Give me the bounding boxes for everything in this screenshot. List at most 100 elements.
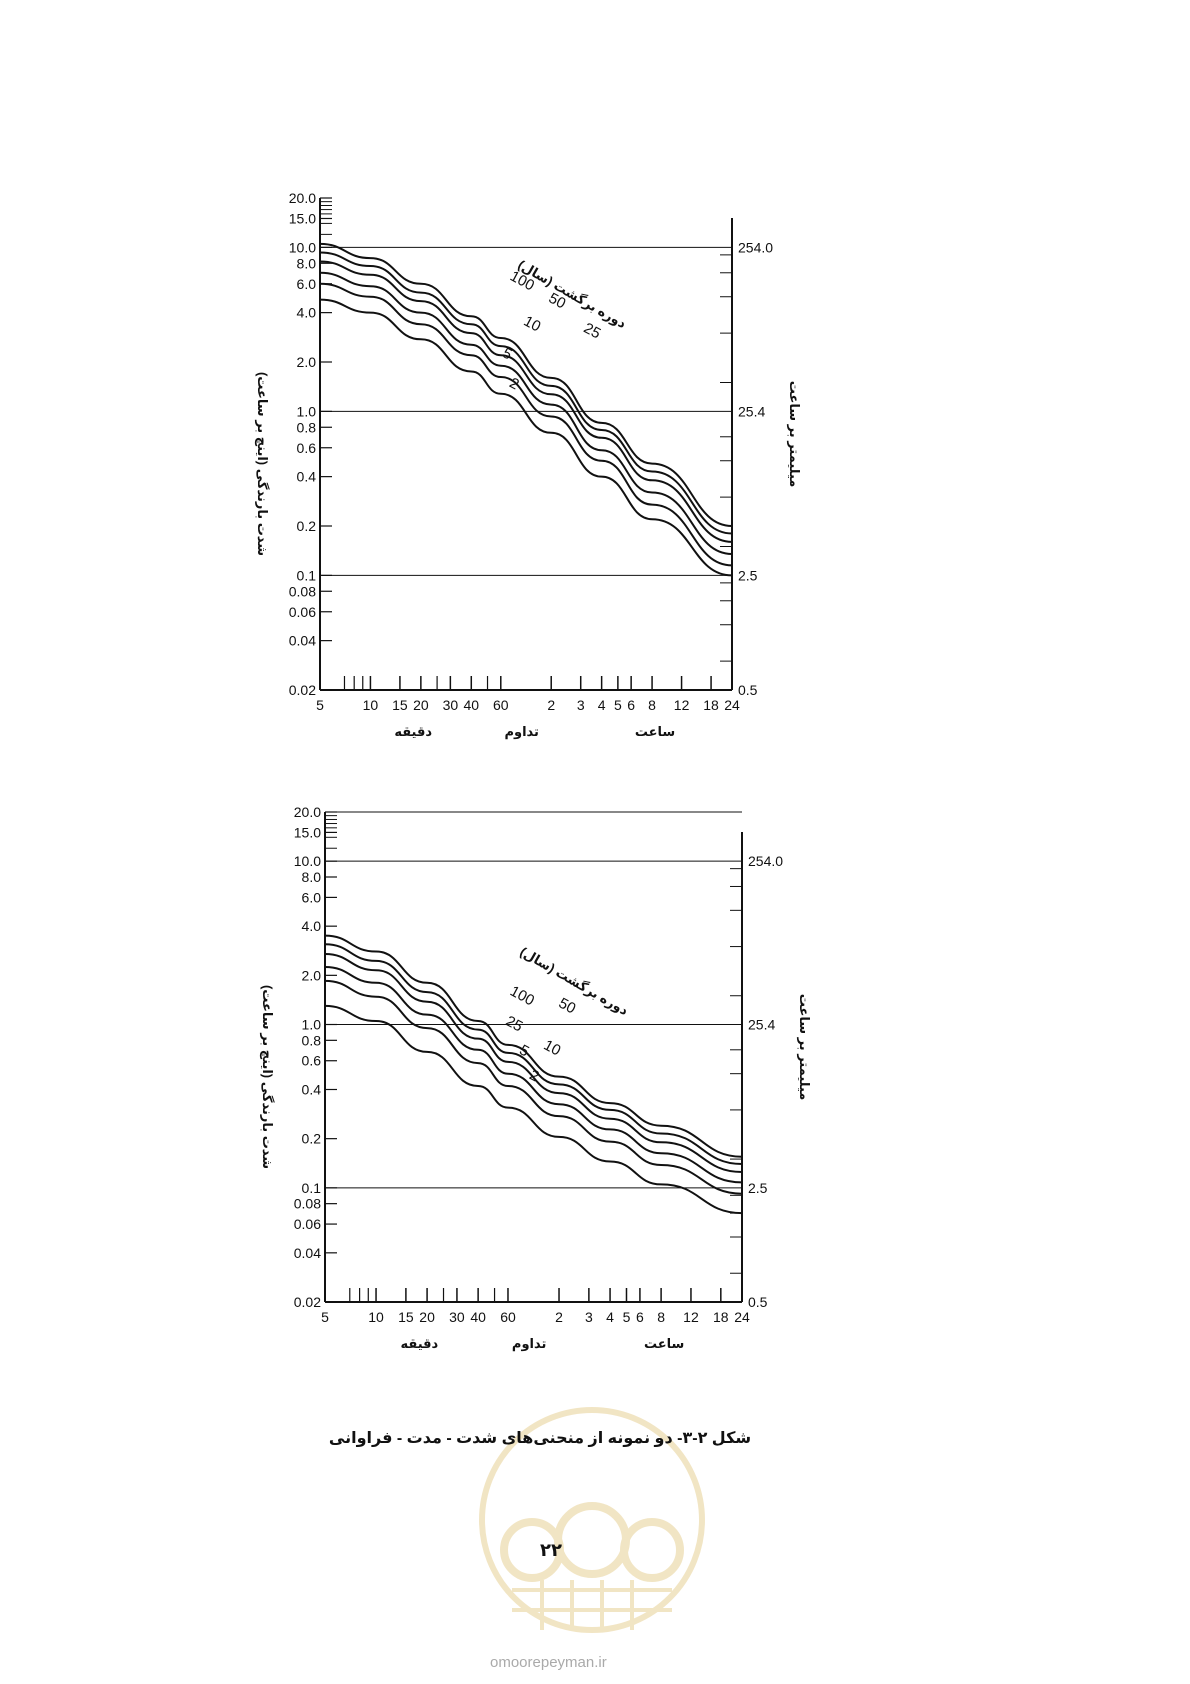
y2-tick-label: 2.5 [738, 567, 758, 583]
series-label-25: 25 [581, 320, 604, 343]
y-tick-label: 0.08 [294, 1196, 321, 1212]
x-tick-label: 10 [363, 697, 379, 713]
y-tick-label: 0.08 [289, 583, 316, 599]
y-tick-label: 2.0 [302, 967, 322, 983]
x-group-label: تداوم [512, 1336, 546, 1352]
y2-tick-label: 0.5 [738, 682, 758, 698]
y-tick-label: 0.6 [302, 1053, 322, 1069]
series-label-5: 5 [516, 1042, 531, 1061]
y-tick-label: 0.8 [302, 1032, 322, 1048]
series-line-5 [319, 282, 733, 567]
series-label-2: 2 [506, 375, 521, 394]
x-group-label: ساعت [635, 724, 675, 739]
x-group-label: تداوم [504, 724, 538, 740]
y-tick-label: 8.0 [302, 869, 322, 885]
y-tick-label: 2.0 [297, 354, 317, 370]
x-tick-label: 8 [648, 697, 656, 713]
y-tick-label: 4.0 [302, 918, 322, 934]
x-tick-label: 18 [703, 697, 719, 713]
series-line-2 [319, 298, 733, 577]
y-tick-label: 0.04 [294, 1245, 321, 1261]
y-tick-label: 4.0 [297, 305, 317, 321]
x-tick-label: 60 [493, 697, 509, 713]
x-tick-label: 12 [683, 1309, 699, 1325]
y-tick-label: 1.0 [297, 403, 317, 419]
series-label-50: 50 [556, 995, 579, 1018]
y-tick-label: 0.6 [297, 440, 317, 456]
x-tick-label: 40 [470, 1309, 486, 1325]
y-tick-label: 0.02 [289, 682, 316, 698]
y-tick-label: 10.0 [294, 853, 321, 869]
x-tick-label: 3 [585, 1309, 593, 1325]
y-tick-label: 0.8 [297, 419, 317, 435]
x-tick-label: 5 [614, 697, 622, 713]
series-label-25: 25 [503, 1013, 526, 1036]
x-tick-label: 40 [463, 697, 479, 713]
y-tick-label: 15.0 [289, 210, 316, 226]
series-line-25 [319, 260, 733, 543]
idf-chart-top: 20.0 15.0 10.08.0 6.0 4.0 2.0 1.00.8 0.6 0.4 0.2 0… [255, 190, 802, 740]
y-tick-label: 20.0 [289, 190, 316, 206]
series-label-100: 100 [507, 983, 537, 1010]
y-tick-label: 20.0 [294, 804, 321, 820]
y-tick-label: 0.1 [297, 567, 317, 583]
y2-axis-title: میلیمتر بر ساعت [797, 994, 812, 1101]
y-tick-label: 0.02 [294, 1294, 321, 1310]
y2-tick-label: 0.5 [748, 1294, 768, 1310]
series-line-100 [324, 934, 743, 1158]
series-label-50: 50 [546, 290, 569, 313]
x-tick-label: 20 [419, 1309, 435, 1325]
figure-caption: شکل ۲-۳- دو نمونه از منحنی‌های شدت - مدت… [328, 1430, 752, 1447]
x-tick-label: 5 [321, 1309, 329, 1325]
y2-tick-label: 254.0 [738, 239, 773, 255]
x-tick-label: 10 [368, 1309, 384, 1325]
series-line-50 [324, 943, 743, 1165]
y2-tick-label: 25.4 [748, 1017, 775, 1033]
x-tick-label: 5 [623, 1309, 631, 1325]
x-tick-label: 4 [606, 1309, 614, 1325]
x-tick-label: 30 [449, 1309, 465, 1325]
y2-tick-label: 2.5 [748, 1180, 768, 1196]
y-tick-label: 10.0 [289, 239, 316, 255]
y-tick-label: 0.4 [302, 1081, 322, 1097]
series-line-5 [324, 979, 743, 1195]
y-tick-label: 1.0 [302, 1017, 322, 1033]
idf-chart-bottom: 20.0 15.0 10.08.0 6.0 4.0 2.0 1.00.8 0.6 0.4 0.2 0… [260, 804, 812, 1352]
y2-tick-label: 25.4 [738, 403, 765, 419]
series-label-5: 5 [499, 345, 514, 364]
series-line-25 [324, 953, 743, 1173]
x-tick-label: 24 [724, 697, 740, 713]
page-number: ۲۲ [540, 1540, 562, 1560]
y-tick-label: 0.06 [294, 1216, 321, 1232]
y-tick-label: 0.04 [289, 633, 316, 649]
y-tick-label: 0.2 [302, 1131, 322, 1147]
x-tick-label: 4 [598, 697, 606, 713]
y-tick-label: 6.0 [302, 889, 322, 905]
watermark-url: omoorepeyman.ir [490, 1654, 607, 1671]
x-tick-label: 24 [734, 1309, 750, 1325]
y-axis-title: شدت بارندگی (اینچ بر ساعت) [260, 985, 275, 1169]
series-line-10 [319, 271, 733, 555]
y2-tick-label: 254.0 [748, 853, 783, 869]
x-tick-label: 20 [413, 697, 429, 713]
y-tick-label: 0.1 [302, 1180, 322, 1196]
y-tick-label: 6.0 [297, 276, 317, 292]
series-line-100 [319, 242, 733, 527]
series-label-10: 10 [521, 313, 544, 336]
watermark-logo [479, 1407, 705, 1633]
y-tick-label: 8.0 [297, 255, 317, 271]
x-tick-label: 8 [657, 1309, 665, 1325]
x-tick-label: 3 [577, 697, 585, 713]
x-group-label: ساعت [644, 1336, 684, 1351]
y2-axis-title: میلیمتر بر ساعت [787, 381, 802, 488]
y-tick-label: 0.4 [297, 469, 317, 485]
y-axis-title: شدت بارندگی (اینچ بر ساعت) [255, 372, 270, 556]
series-label-10: 10 [541, 1037, 564, 1060]
x-tick-label: 30 [443, 697, 459, 713]
x-tick-label: 2 [555, 1309, 563, 1325]
y-tick-label: 0.06 [289, 604, 316, 620]
x-group-label: دقیقه [394, 724, 432, 739]
y-tick-label: 15.0 [294, 824, 321, 840]
series-line-10 [324, 966, 743, 1184]
